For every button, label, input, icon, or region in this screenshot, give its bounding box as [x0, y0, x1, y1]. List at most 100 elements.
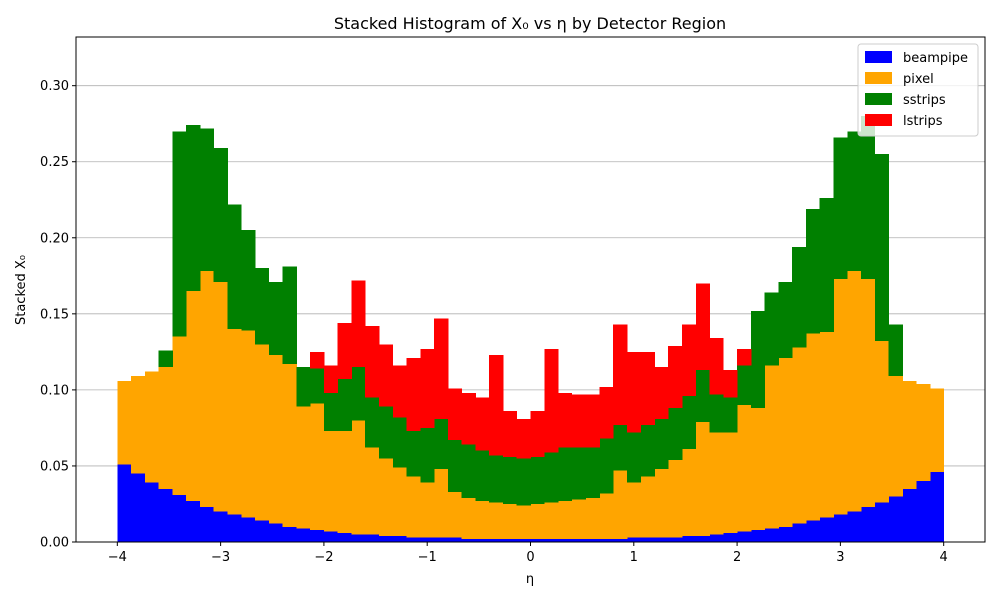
bar-lstrips-32: [558, 392, 573, 448]
bar-beampipe-30: [530, 538, 545, 542]
bar-beampipe-54: [861, 507, 876, 542]
bar-pixel-54: [861, 278, 876, 508]
bar-beampipe-57: [902, 488, 917, 542]
legend-label-beampipe: beampipe: [903, 51, 968, 66]
x-tick-label: 4: [940, 550, 948, 565]
y-tick-label: 0.05: [40, 459, 69, 474]
bar-pixel-43: [709, 432, 724, 535]
bar-beampipe-46: [750, 529, 766, 542]
bar-beampipe-21: [406, 537, 421, 542]
bar-lstrips-23: [434, 318, 449, 419]
bar-pixel-2: [144, 371, 160, 483]
x-tick-label: 0: [526, 550, 534, 565]
bar-sstrips-34: [585, 447, 600, 498]
bar-pixel-21: [406, 476, 421, 538]
bar-pixel-0: [117, 380, 132, 465]
bar-sstrips-51: [819, 198, 834, 333]
bar-pixel-6: [199, 271, 215, 508]
bar-sstrips-31: [544, 452, 559, 503]
bar-beampipe-4: [172, 494, 187, 542]
bar-beampipe-41: [682, 535, 697, 542]
bar-pixel-23: [434, 468, 449, 538]
bar-beampipe-13: [296, 528, 311, 542]
bar-beampipe-9: [241, 517, 256, 542]
bar-beampipe-28: [502, 538, 518, 542]
bar-beampipe-59: [929, 472, 945, 542]
legend-box: [857, 43, 979, 137]
bar-lstrips-26: [475, 397, 490, 451]
bar-pixel-1: [131, 376, 146, 474]
bar-sstrips-39: [654, 418, 669, 469]
bar-pixel-18: [365, 447, 380, 535]
chart-title: Stacked Histogram of X₀ vs η by Detector…: [334, 14, 726, 33]
bar-pixel-47: [764, 365, 779, 529]
bar-beampipe-2: [144, 482, 160, 542]
bar-pixel-9: [241, 330, 256, 518]
bar-sstrips-45: [737, 365, 752, 406]
bar-pixel-19: [378, 458, 394, 536]
bar-lstrips-42: [695, 283, 710, 371]
bar-beampipe-15: [323, 531, 339, 542]
bar-sstrips-35: [599, 438, 614, 494]
bar-beampipe-48: [778, 526, 793, 542]
bar-pixel-5: [186, 291, 201, 501]
bar-sstrips-10: [255, 268, 270, 345]
bar-sstrips-38: [640, 424, 655, 477]
bar-sstrips-16: [337, 379, 352, 431]
bar-pixel-38: [640, 476, 655, 538]
bar-lstrips-16: [337, 322, 352, 380]
bar-beampipe-34: [585, 538, 600, 542]
bar-sstrips-19: [378, 406, 394, 459]
bar-sstrips-30: [530, 456, 545, 504]
bar-lstrips-39: [654, 367, 669, 419]
bar-beampipe-45: [737, 531, 752, 542]
legend-swatch-lstrips: [865, 114, 892, 126]
legend-label-sstrips: sstrips: [903, 93, 946, 108]
bar-lstrips-25: [461, 392, 476, 445]
bar-sstrips-20: [392, 417, 407, 468]
bar-pixel-42: [695, 421, 710, 536]
bar-sstrips-53: [847, 131, 862, 272]
x-tick-label: −2: [314, 550, 333, 565]
bar-sstrips-12: [282, 266, 297, 365]
bar-sstrips-7: [213, 148, 228, 282]
bar-pixel-59: [929, 388, 945, 473]
bar-beampipe-37: [626, 537, 642, 542]
bar-beampipe-52: [833, 514, 848, 542]
bar-beampipe-40: [668, 537, 683, 542]
y-tick-label: 0.00: [40, 536, 69, 551]
bar-pixel-32: [558, 500, 573, 539]
bar-sstrips-43: [709, 394, 724, 433]
x-tick-label: 1: [630, 550, 638, 565]
bar-beampipe-58: [916, 481, 931, 542]
bar-pixel-4: [172, 336, 187, 495]
bar-beampipe-42: [695, 535, 710, 542]
bar-pixel-40: [668, 459, 683, 538]
x-tick-label: −3: [211, 550, 230, 565]
bar-beampipe-36: [613, 538, 628, 542]
bar-pixel-39: [654, 468, 669, 538]
bar-sstrips-22: [420, 427, 435, 483]
bar-beampipe-19: [378, 535, 394, 542]
bar-beampipe-10: [255, 520, 270, 542]
bar-sstrips-9: [241, 230, 256, 331]
bar-pixel-10: [255, 344, 270, 521]
bar-pixel-49: [792, 347, 807, 524]
bar-pixel-44: [723, 432, 738, 533]
bar-pixel-52: [833, 278, 848, 515]
x-axis-title: η: [526, 572, 534, 587]
bar-pixel-45: [737, 405, 752, 532]
y-tick-label: 0.25: [40, 155, 69, 170]
bar-beampipe-18: [365, 534, 380, 542]
bar-pixel-13: [296, 406, 311, 529]
bar-lstrips-28: [502, 411, 518, 457]
x-axis-ticks: −4 −3 −2 −1 0 1 2 3 4: [108, 542, 948, 565]
bar-lstrips-43: [709, 338, 724, 395]
bar-sstrips-32: [558, 447, 573, 501]
bar-pixel-50: [805, 333, 821, 521]
bar-pixel-24: [447, 491, 463, 538]
bar-beampipe-8: [227, 514, 242, 542]
bar-beampipe-38: [640, 537, 655, 542]
bar-beampipe-1: [131, 473, 146, 542]
bar-sstrips-6: [199, 128, 215, 272]
